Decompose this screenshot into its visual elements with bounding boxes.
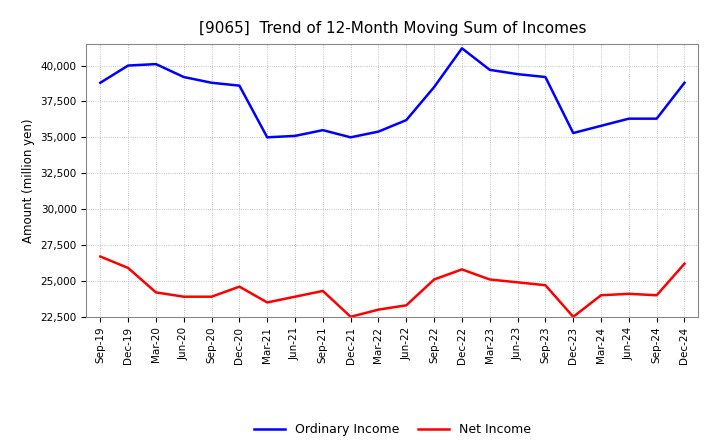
Net Income — [597, 293, 606, 298]
Ordinary Income — [624, 116, 633, 121]
Net Income — [458, 267, 467, 272]
Ordinary Income — [207, 80, 216, 85]
Net Income — [207, 294, 216, 299]
Net Income — [96, 254, 104, 259]
Net Income — [374, 307, 383, 312]
Ordinary Income — [263, 135, 271, 140]
Net Income — [485, 277, 494, 282]
Ordinary Income — [291, 133, 300, 139]
Net Income — [624, 291, 633, 297]
Title: [9065]  Trend of 12-Month Moving Sum of Incomes: [9065] Trend of 12-Month Moving Sum of I… — [199, 21, 586, 36]
Ordinary Income — [346, 135, 355, 140]
Net Income — [430, 277, 438, 282]
Net Income — [235, 284, 243, 289]
Net Income — [346, 314, 355, 319]
Ordinary Income — [652, 116, 661, 121]
Net Income — [680, 261, 689, 266]
Net Income — [291, 294, 300, 299]
Net Income — [513, 280, 522, 285]
Ordinary Income — [402, 117, 410, 123]
Net Income — [179, 294, 188, 299]
Ordinary Income — [96, 80, 104, 85]
Net Income — [652, 293, 661, 298]
Ordinary Income — [541, 74, 550, 80]
Y-axis label: Amount (million yen): Amount (million yen) — [22, 118, 35, 242]
Ordinary Income — [680, 80, 689, 85]
Net Income — [402, 303, 410, 308]
Ordinary Income — [235, 83, 243, 88]
Ordinary Income — [569, 130, 577, 136]
Net Income — [152, 290, 161, 295]
Ordinary Income — [318, 128, 327, 133]
Ordinary Income — [597, 123, 606, 128]
Ordinary Income — [458, 46, 467, 51]
Net Income — [541, 282, 550, 288]
Ordinary Income — [513, 72, 522, 77]
Line: Net Income: Net Income — [100, 257, 685, 317]
Net Income — [569, 314, 577, 319]
Ordinary Income — [179, 74, 188, 80]
Net Income — [263, 300, 271, 305]
Line: Ordinary Income: Ordinary Income — [100, 48, 685, 137]
Ordinary Income — [152, 62, 161, 67]
Net Income — [318, 288, 327, 293]
Ordinary Income — [485, 67, 494, 73]
Ordinary Income — [124, 63, 132, 68]
Ordinary Income — [430, 84, 438, 90]
Legend: Ordinary Income, Net Income: Ordinary Income, Net Income — [248, 418, 536, 440]
Net Income — [124, 265, 132, 271]
Ordinary Income — [374, 129, 383, 134]
